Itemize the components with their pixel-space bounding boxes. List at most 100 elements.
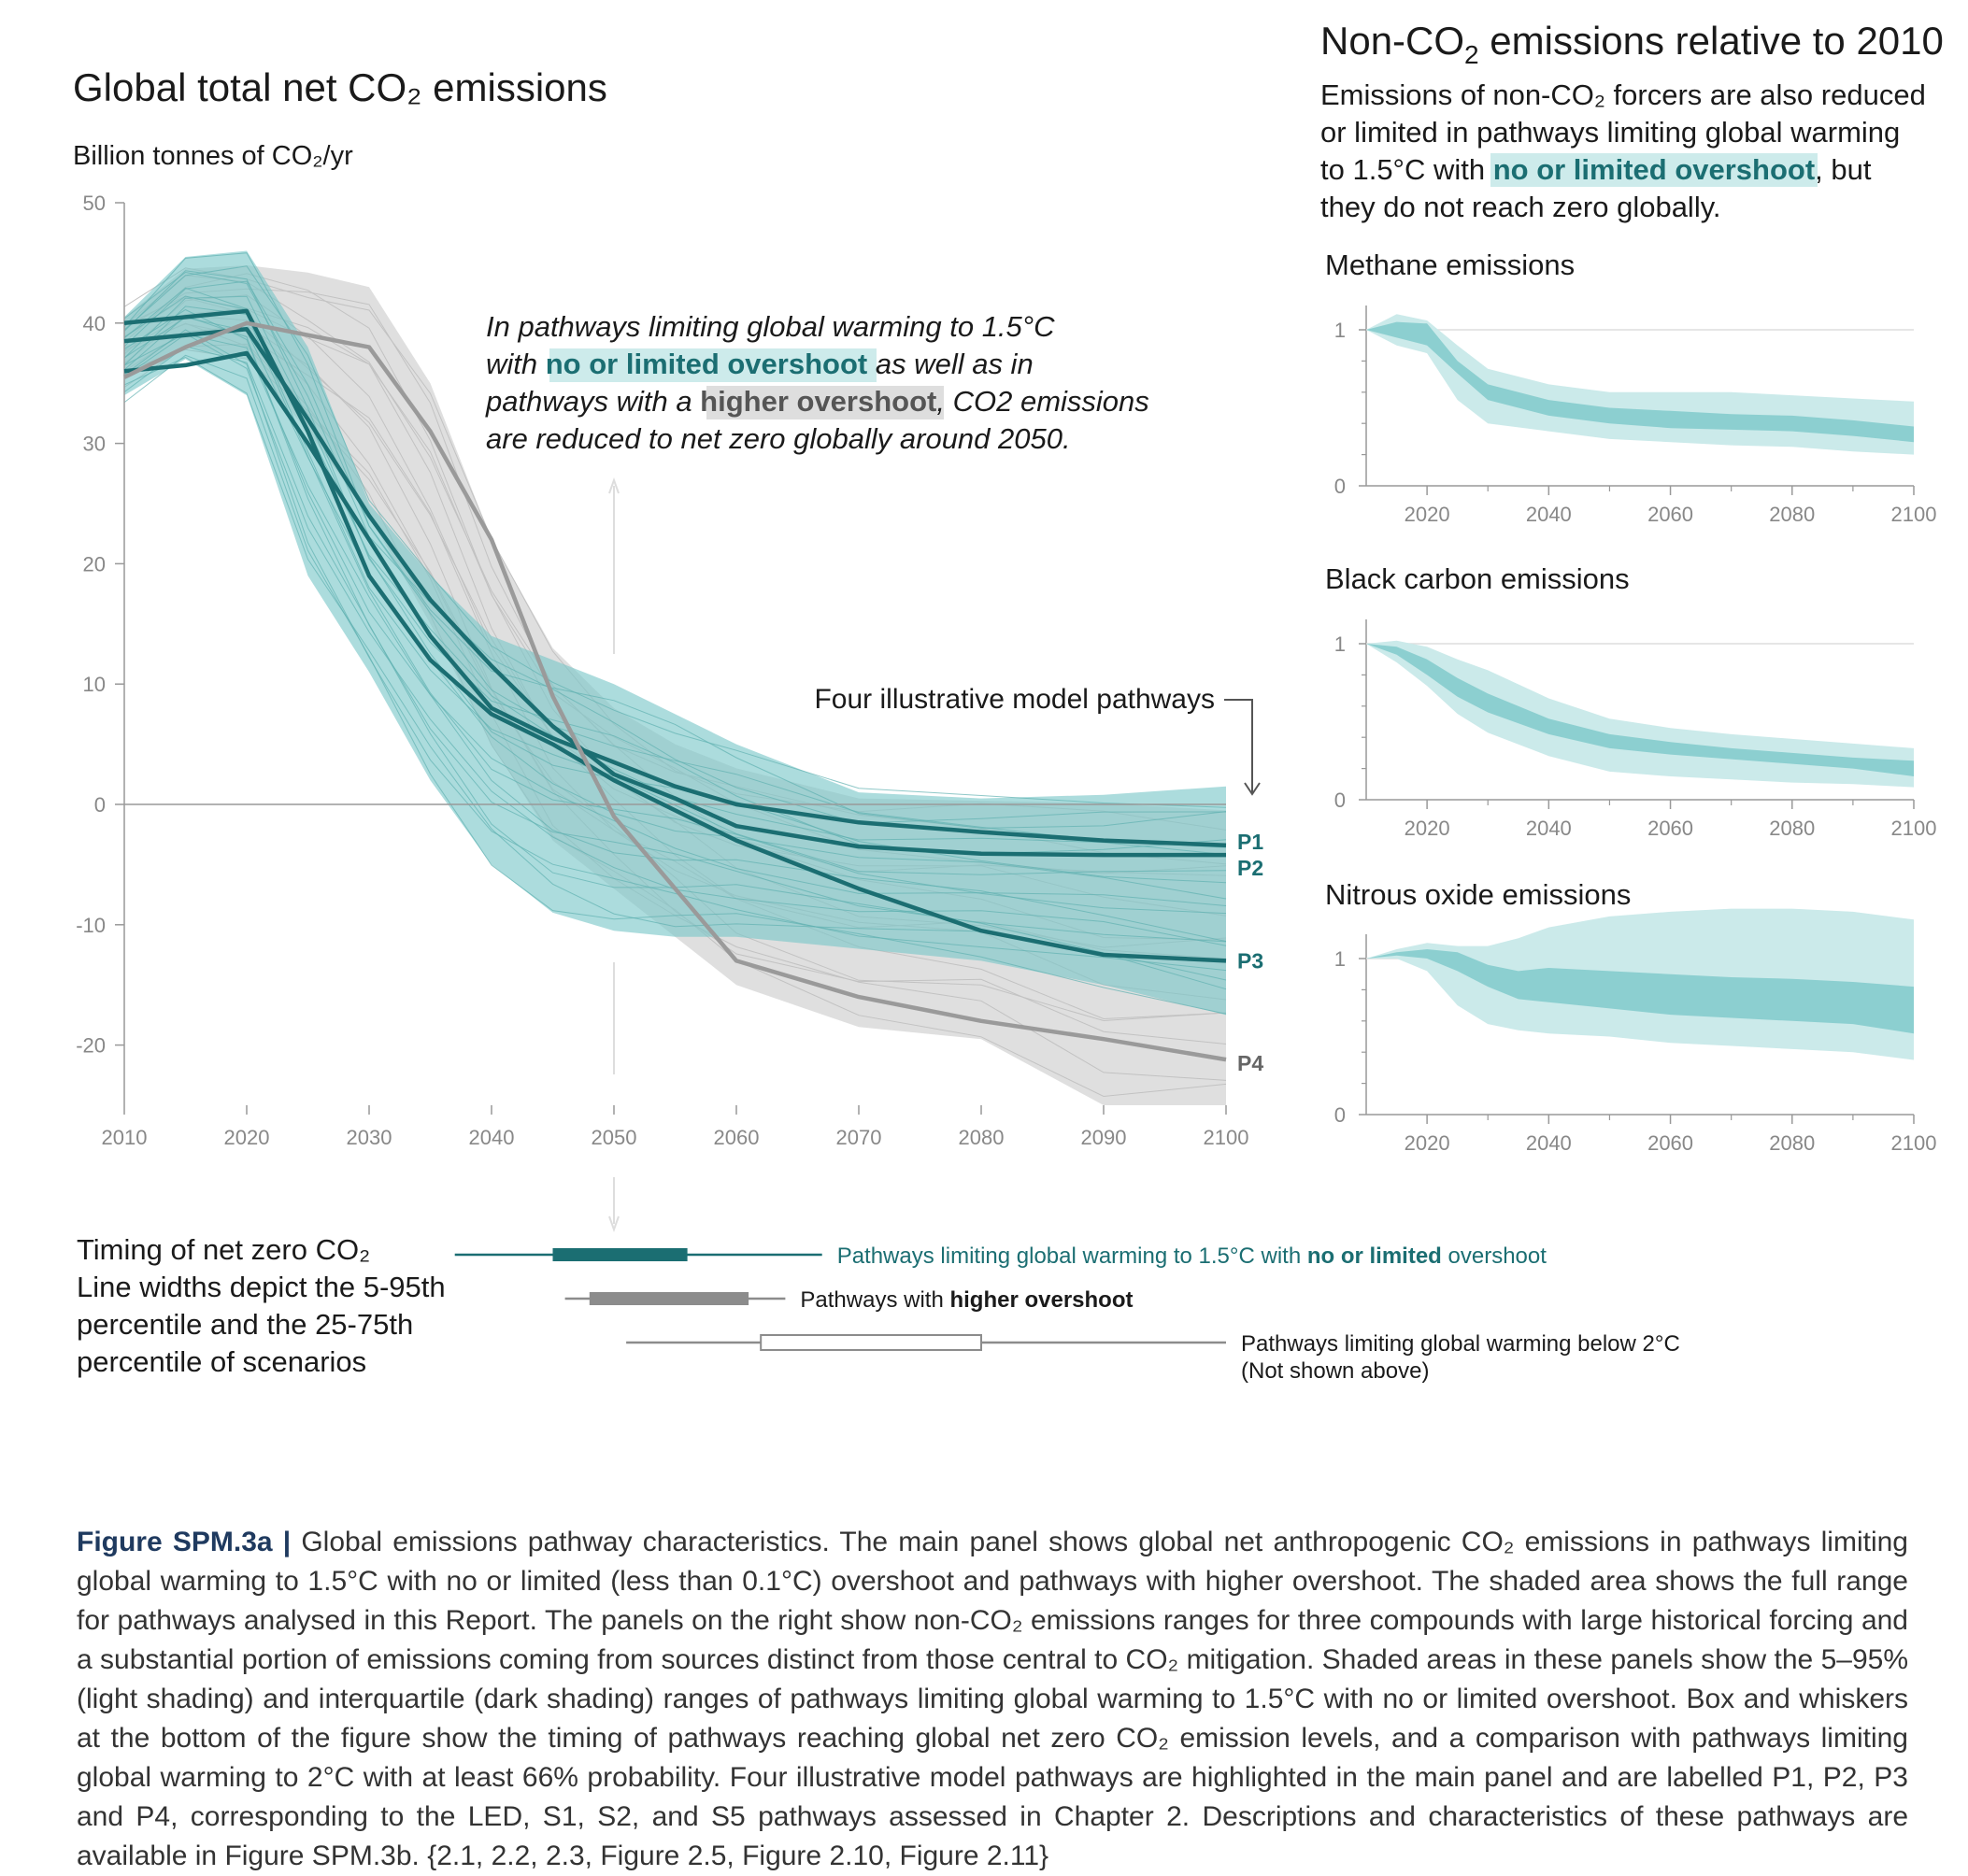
right-title: Non-CO2 emissions relative to 2010 — [1320, 19, 1944, 69]
timing-desc-1: Line widths depict the 5-95th — [77, 1271, 446, 1303]
right-desc-line-4: they do not reach zero globally. — [1320, 191, 1721, 223]
timing-label-bold: higher overshoot — [949, 1287, 1133, 1313]
pathways-callout-line — [1224, 699, 1253, 792]
annotation-line-2: with no or limited overshoot as well as … — [486, 348, 1034, 380]
x-tick-label: 2030 — [347, 1126, 392, 1149]
panel-x-tick-label: 2080 — [1769, 817, 1815, 840]
x-tick-label: 2100 — [1204, 1126, 1249, 1149]
annotation-line-3: pathways with a higher overshoot, CO2 em… — [485, 385, 1149, 418]
timing-row-3: Pathways limiting global warming below 2… — [626, 1331, 1680, 1384]
x-tick-label: 2010 — [102, 1126, 148, 1149]
panel-x-tick-label: 2100 — [1891, 817, 1937, 840]
series-line-p2 — [123, 326, 1226, 858]
series-line-p1 — [123, 350, 1227, 848]
panel-y-tick-label: 0 — [1334, 1103, 1346, 1127]
main-title: Global total net CO₂ emissions — [73, 65, 607, 109]
panel-x-tick-label: 2040 — [1526, 503, 1572, 526]
timing-box — [552, 1248, 688, 1261]
timing-desc-2: percentile and the 25-75th — [77, 1308, 413, 1341]
panel-2: Black carbon emissions 0 1 2020 2040 2060 2080… — [1325, 562, 1936, 840]
timing-label-bold: no or limited — [1307, 1244, 1442, 1269]
highlight-higher-overshoot-bg — [706, 386, 944, 419]
timing-desc-3: percentile of scenarios — [77, 1345, 366, 1378]
panel-x-tick-label: 2100 — [1891, 1131, 1937, 1155]
panel-band-25-75 — [1366, 321, 1914, 443]
teal-pathway-line — [124, 252, 1227, 829]
panel-band-5-95 — [1366, 640, 1914, 788]
main-clipped-layer — [124, 250, 1227, 1105]
timing-legend: Timing of net zero CO₂ Line widths depic… — [77, 1233, 446, 1378]
series-line-p4 — [123, 320, 1227, 1062]
teal-pathway-line — [124, 317, 1227, 900]
panel-1: Methane emissions 0 1 2020 2040 2060 2080 2100 — [1325, 249, 1936, 526]
figure-caption: Figure SPM.3a | Global emissions pathway… — [77, 1523, 1908, 1876]
timing-label: Pathways limiting global warming to 1.5°… — [837, 1244, 1547, 1269]
panel-x-tick-label: 2060 — [1647, 503, 1693, 526]
panel-band-25-75 — [1366, 644, 1914, 776]
panel-x-tick-label: 2020 — [1405, 503, 1450, 526]
panel-x-tick-label: 2080 — [1769, 1131, 1815, 1155]
panel-y-tick-label: 0 — [1334, 475, 1346, 498]
arrow-up-2050-head — [608, 477, 620, 494]
panel-x-tick-label: 2040 — [1526, 817, 1572, 840]
series-line-p3 — [123, 308, 1227, 963]
y-tick-label: -20 — [76, 1034, 106, 1058]
x-tick-label: 2040 — [469, 1126, 515, 1149]
x-tick-label: 2050 — [592, 1126, 637, 1149]
x-tick-label: 2020 — [224, 1126, 270, 1149]
x-tick-label: 2060 — [714, 1126, 760, 1149]
panel-y-tick-label: 1 — [1334, 947, 1346, 971]
panel-x-tick-label: 2020 — [1405, 1131, 1450, 1155]
y-tick-label: 0 — [94, 793, 106, 817]
right-desc-line-3: to 1.5°C with no or limited overshoot, b… — [1320, 153, 1872, 186]
panel-x-tick-label: 2100 — [1891, 503, 1937, 526]
teal-pathway-line — [124, 354, 1227, 1015]
teal-pathway-line — [124, 295, 1227, 884]
teal-pathway-line — [124, 265, 1227, 808]
timing-label: Pathways with higher overshoot — [800, 1287, 1133, 1313]
timing-box — [760, 1334, 983, 1351]
annotation-line-4: are reduced to net zero globally around … — [486, 422, 1071, 455]
caption-text: Global emissions pathway characteristics… — [77, 1527, 1908, 1871]
series-label-p2: P2 — [1237, 856, 1263, 880]
panel-x-tick-label: 2060 — [1647, 1131, 1693, 1155]
highlight-no-overshoot-text: no or limited overshoot — [546, 348, 867, 380]
highlight-right-bg — [1490, 153, 1818, 187]
main-annotation: In pathways limiting global warming to 1… — [485, 310, 1149, 455]
pathways-callout-label: Four illustrative model pathways — [814, 684, 1215, 715]
y-tick-label: 30 — [83, 433, 106, 456]
series-label-p3: P3 — [1237, 948, 1263, 973]
right-desc-line-1: Emissions of non-CO₂ forcers are also re… — [1320, 78, 1926, 111]
timing-label-post: overshoot — [1442, 1244, 1547, 1269]
panel-y-tick-label: 1 — [1334, 319, 1346, 342]
highlight-higher-overshoot-text: higher overshoot — [700, 385, 936, 418]
x-tick-label: 2090 — [1081, 1126, 1127, 1149]
panel-y-tick-label: 0 — [1334, 789, 1346, 812]
y-tick-label: 10 — [83, 673, 106, 696]
panel-x-tick-label: 2020 — [1405, 817, 1450, 840]
highlight-no-overshoot-bg — [549, 348, 877, 382]
teal-pathway-line — [124, 334, 1227, 943]
timing-label-pre: Pathways limiting global warming below 2… — [1241, 1331, 1680, 1357]
panel-title: Nitrous oxide emissions — [1325, 878, 1631, 911]
highlight-right-text: no or limited overshoot — [1493, 153, 1815, 186]
panel-x-tick-label: 2060 — [1647, 817, 1693, 840]
arrow-down-2050-head — [608, 1215, 620, 1232]
panel-3: Nitrous oxide emissions 0 1 2020 2040 2060 208… — [1325, 878, 1936, 1155]
timing-box — [589, 1292, 749, 1305]
caption-figure-id: Figure SPM.3a | — [77, 1527, 292, 1557]
panel-title: Methane emissions — [1325, 249, 1575, 281]
timing-label-line-2: (Not shown above) — [1241, 1358, 1429, 1384]
y-tick-label: 40 — [83, 312, 106, 335]
series-label-p1: P1 — [1237, 830, 1263, 854]
series-label-p4: P4 — [1237, 1051, 1263, 1075]
timing-title: Timing of net zero CO₂ — [77, 1233, 370, 1266]
panel-y-tick-label: 1 — [1334, 632, 1346, 656]
pathways-callout-arrowhead — [1244, 782, 1261, 796]
right-description: Emissions of non-CO₂ forcers are also re… — [1320, 78, 1926, 223]
teal-pathway-line — [124, 333, 1227, 946]
main-ylabel: Billion tonnes of CO₂/yr — [73, 141, 353, 171]
y-tick-label: -10 — [76, 914, 106, 937]
